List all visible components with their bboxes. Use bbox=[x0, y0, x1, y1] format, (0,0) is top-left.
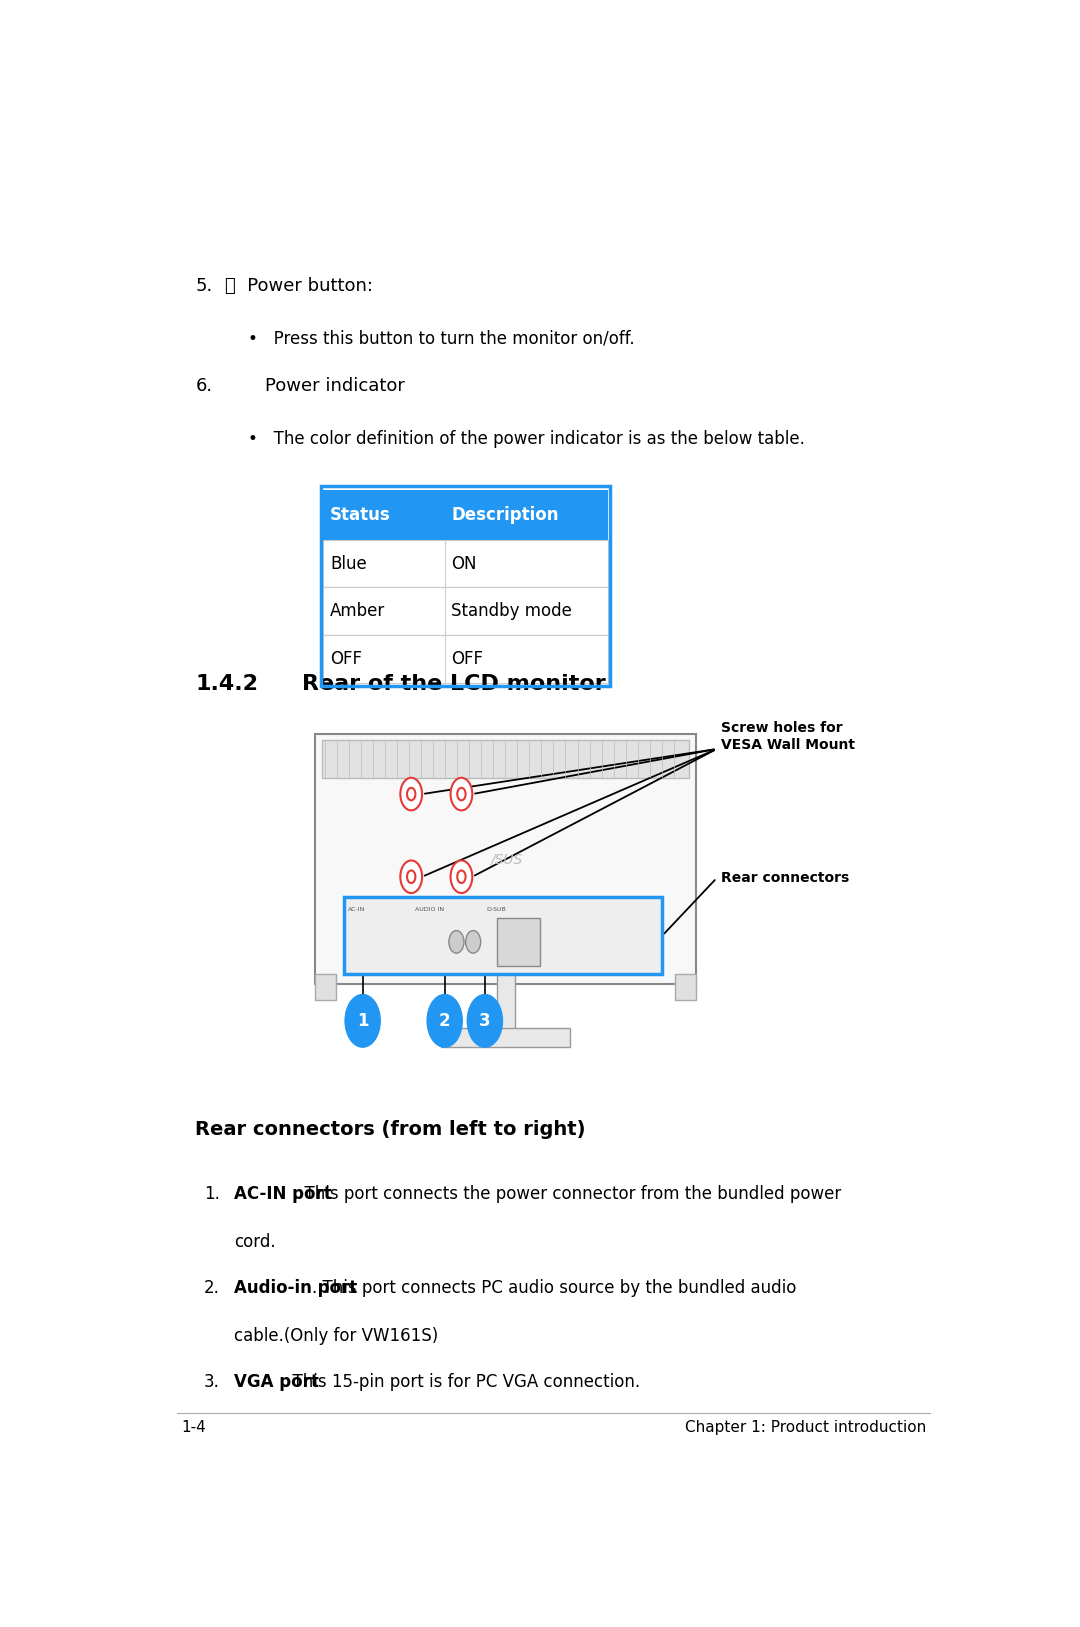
Text: Screw holes for
VESA Wall Mount: Screw holes for VESA Wall Mount bbox=[721, 721, 855, 752]
Circle shape bbox=[450, 778, 472, 810]
Circle shape bbox=[457, 870, 465, 883]
Text: Blue: Blue bbox=[330, 555, 367, 573]
Text: Status: Status bbox=[330, 506, 391, 524]
Text: ⏻  Power button:: ⏻ Power button: bbox=[226, 277, 374, 294]
Circle shape bbox=[427, 994, 462, 1048]
Text: •   The color definition of the power indicator is as the below table.: • The color definition of the power indi… bbox=[248, 430, 805, 447]
Circle shape bbox=[401, 861, 422, 893]
Text: AC-IN: AC-IN bbox=[349, 906, 366, 911]
FancyBboxPatch shape bbox=[497, 918, 540, 966]
Text: AC-IN port: AC-IN port bbox=[233, 1184, 332, 1202]
Text: Power indicator: Power indicator bbox=[265, 377, 405, 395]
Text: Audio-in port: Audio-in port bbox=[233, 1279, 357, 1297]
FancyBboxPatch shape bbox=[315, 734, 696, 984]
Text: 6.: 6. bbox=[195, 377, 213, 395]
Text: . This port connects PC audio source by the bundled audio: . This port connects PC audio source by … bbox=[312, 1279, 796, 1297]
Text: Rear connectors: Rear connectors bbox=[721, 870, 849, 885]
Circle shape bbox=[407, 787, 416, 800]
FancyBboxPatch shape bbox=[441, 1028, 570, 1048]
Text: Rear of the LCD monitor: Rear of the LCD monitor bbox=[302, 674, 606, 693]
Text: cable.(Only for VW161S): cable.(Only for VW161S) bbox=[233, 1326, 438, 1344]
Text: . This 15-pin port is for PC VGA connection.: . This 15-pin port is for PC VGA connect… bbox=[282, 1373, 640, 1391]
Text: VGA port: VGA port bbox=[233, 1373, 319, 1391]
Text: 1-4: 1-4 bbox=[181, 1420, 206, 1435]
Text: AUDIO IN: AUDIO IN bbox=[416, 906, 445, 911]
Text: 3.: 3. bbox=[204, 1373, 219, 1391]
Text: 2.: 2. bbox=[204, 1279, 219, 1297]
FancyBboxPatch shape bbox=[323, 635, 608, 683]
Text: OFF: OFF bbox=[451, 649, 484, 667]
Text: /SUS: /SUS bbox=[489, 853, 522, 866]
FancyBboxPatch shape bbox=[323, 587, 608, 635]
FancyBboxPatch shape bbox=[497, 975, 515, 1036]
Circle shape bbox=[401, 778, 422, 810]
Text: 5.: 5. bbox=[195, 277, 213, 294]
Circle shape bbox=[346, 994, 380, 1048]
Text: 2: 2 bbox=[438, 1012, 450, 1030]
Circle shape bbox=[450, 861, 472, 893]
Text: Chapter 1: Product introduction: Chapter 1: Product introduction bbox=[685, 1420, 926, 1435]
Text: D-SUB: D-SUB bbox=[486, 906, 507, 911]
Text: 1.: 1. bbox=[204, 1184, 219, 1202]
Circle shape bbox=[407, 870, 416, 883]
Text: 1.4.2: 1.4.2 bbox=[195, 674, 258, 693]
Text: 1: 1 bbox=[356, 1012, 368, 1030]
Circle shape bbox=[449, 931, 464, 953]
Text: cord.: cord. bbox=[233, 1233, 275, 1251]
Text: OFF: OFF bbox=[330, 649, 362, 667]
FancyBboxPatch shape bbox=[323, 540, 608, 587]
Circle shape bbox=[457, 787, 465, 800]
FancyBboxPatch shape bbox=[445, 490, 608, 540]
FancyBboxPatch shape bbox=[322, 740, 689, 778]
Circle shape bbox=[465, 931, 481, 953]
Text: 3: 3 bbox=[480, 1012, 490, 1030]
Text: Rear connectors (from left to right): Rear connectors (from left to right) bbox=[195, 1119, 585, 1139]
Text: . This port connects the power connector from the bundled power: . This port connects the power connector… bbox=[294, 1184, 841, 1202]
FancyBboxPatch shape bbox=[675, 975, 696, 999]
Text: Standby mode: Standby mode bbox=[451, 602, 572, 620]
Text: Description: Description bbox=[451, 506, 558, 524]
Text: •   Press this button to turn the monitor on/off.: • Press this button to turn the monitor … bbox=[248, 329, 635, 347]
FancyBboxPatch shape bbox=[315, 975, 336, 999]
FancyBboxPatch shape bbox=[323, 490, 445, 540]
Text: Amber: Amber bbox=[330, 602, 386, 620]
FancyBboxPatch shape bbox=[345, 896, 662, 975]
Circle shape bbox=[468, 994, 502, 1048]
Text: ON: ON bbox=[451, 555, 477, 573]
